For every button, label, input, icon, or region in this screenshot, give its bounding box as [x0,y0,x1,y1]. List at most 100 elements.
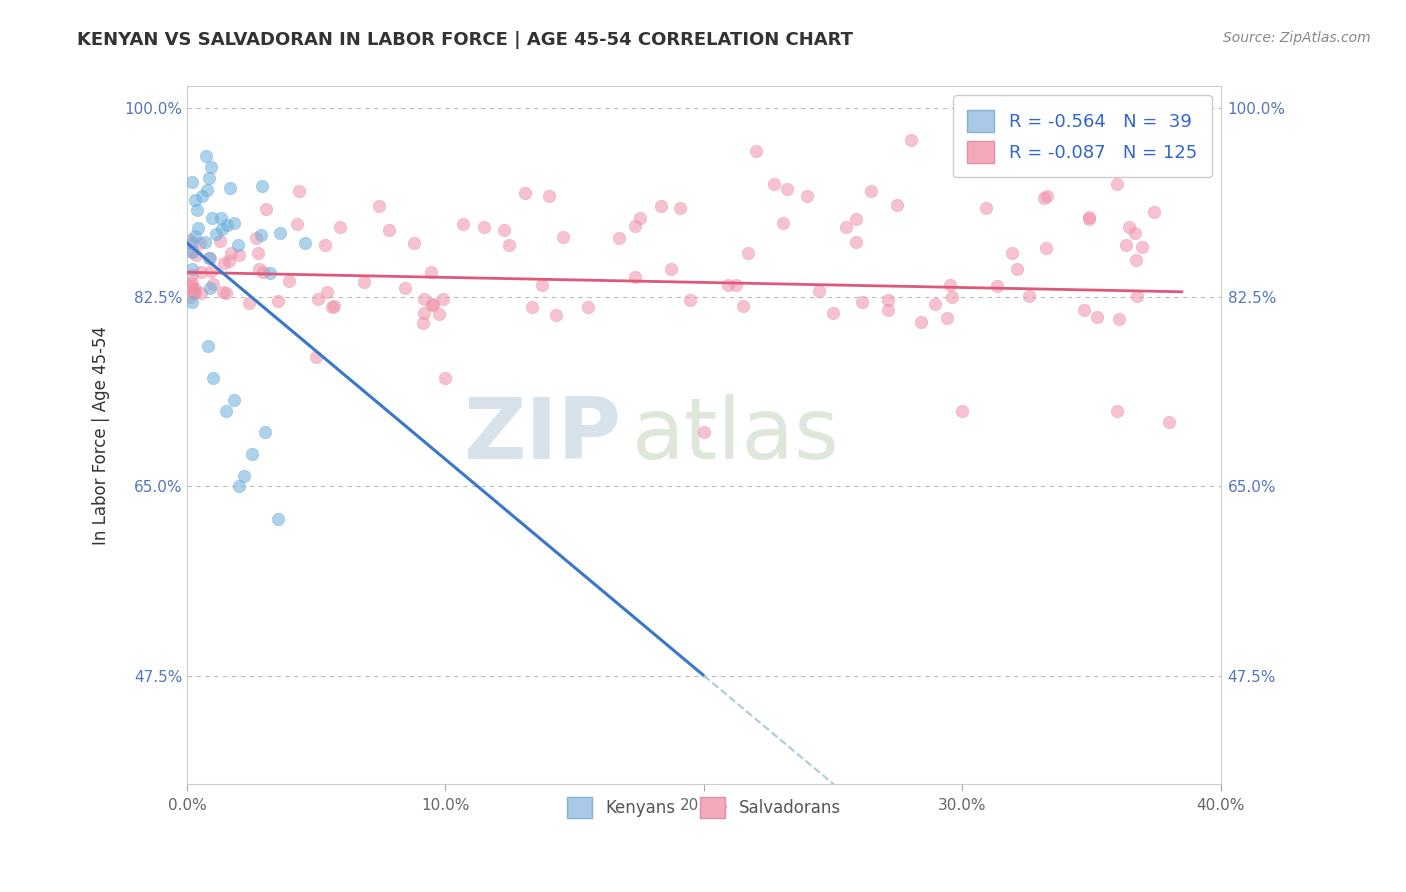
Text: Source: ZipAtlas.com: Source: ZipAtlas.com [1223,31,1371,45]
Point [1035,241,1057,255]
Point [1077,211,1099,225]
Point [576,300,599,314]
Point [180,279,202,293]
Point [184,193,207,207]
Point [209,211,232,225]
Point [197,251,219,265]
Point [252,265,274,279]
Legend: Kenyans, Salvadorans: Kenyans, Salvadorans [560,790,848,824]
Point [314,238,336,252]
Point [1157,415,1180,429]
Point [247,261,270,276]
Point [924,297,946,311]
Point [367,198,389,212]
Point [208,234,231,248]
Point [228,248,250,262]
Point [259,266,281,280]
Point [494,223,516,237]
Point [845,235,868,250]
Point [219,180,242,194]
Point [941,290,963,304]
Point [731,299,754,313]
Point [724,277,747,292]
Point [181,262,204,277]
Point [222,216,245,230]
Point [1001,246,1024,260]
Point [1085,310,1108,324]
Point [1035,189,1057,203]
Point [974,201,997,215]
Point [413,306,436,320]
Point [607,231,630,245]
Point [183,282,205,296]
Point [661,262,683,277]
Point [321,301,343,315]
Point [247,246,270,260]
Point [1115,238,1137,252]
Point [845,211,868,226]
Point [183,228,205,243]
Point [215,403,238,417]
Point [197,170,219,185]
Point [250,228,273,243]
Point [266,512,288,526]
Point [212,285,235,300]
Point [194,148,217,162]
Point [198,251,221,265]
Point [329,219,352,234]
Point [218,254,240,268]
Point [624,270,647,285]
Point [1107,177,1129,191]
Point [187,221,209,235]
Point [226,238,249,252]
Point [451,218,474,232]
Point [1107,403,1129,417]
Point [191,189,214,203]
Point [876,293,898,308]
Point [240,447,263,461]
Point [245,231,267,245]
Point [201,211,224,225]
Point [772,216,794,230]
Point [537,189,560,203]
Point [277,274,299,288]
Point [211,222,233,236]
Point [228,479,250,493]
Point [254,202,277,217]
Point [1125,252,1147,267]
Point [678,293,700,307]
Point [910,315,932,329]
Point [876,303,898,318]
Point [938,278,960,293]
Point [201,277,224,292]
Point [1005,262,1028,277]
Point [402,235,425,250]
Point [432,292,454,306]
Point [183,286,205,301]
Point [307,292,329,306]
Point [796,189,818,203]
Point [434,371,457,385]
Point [212,256,235,270]
Point [201,371,224,385]
Point [250,178,273,193]
Text: ZIP: ZIP [464,393,621,476]
Point [190,265,212,279]
Point [183,285,205,299]
Point [737,246,759,260]
Point [693,425,716,440]
Point [198,280,221,294]
Point [427,307,450,321]
Point [860,184,883,198]
Point [950,403,973,417]
Point [420,298,443,312]
Point [1143,204,1166,219]
Point [886,198,908,212]
Point [316,285,339,300]
Point [762,178,785,192]
Point [181,244,204,259]
Point [1078,212,1101,227]
Point [181,295,204,310]
Point [513,186,536,200]
Point [181,175,204,189]
